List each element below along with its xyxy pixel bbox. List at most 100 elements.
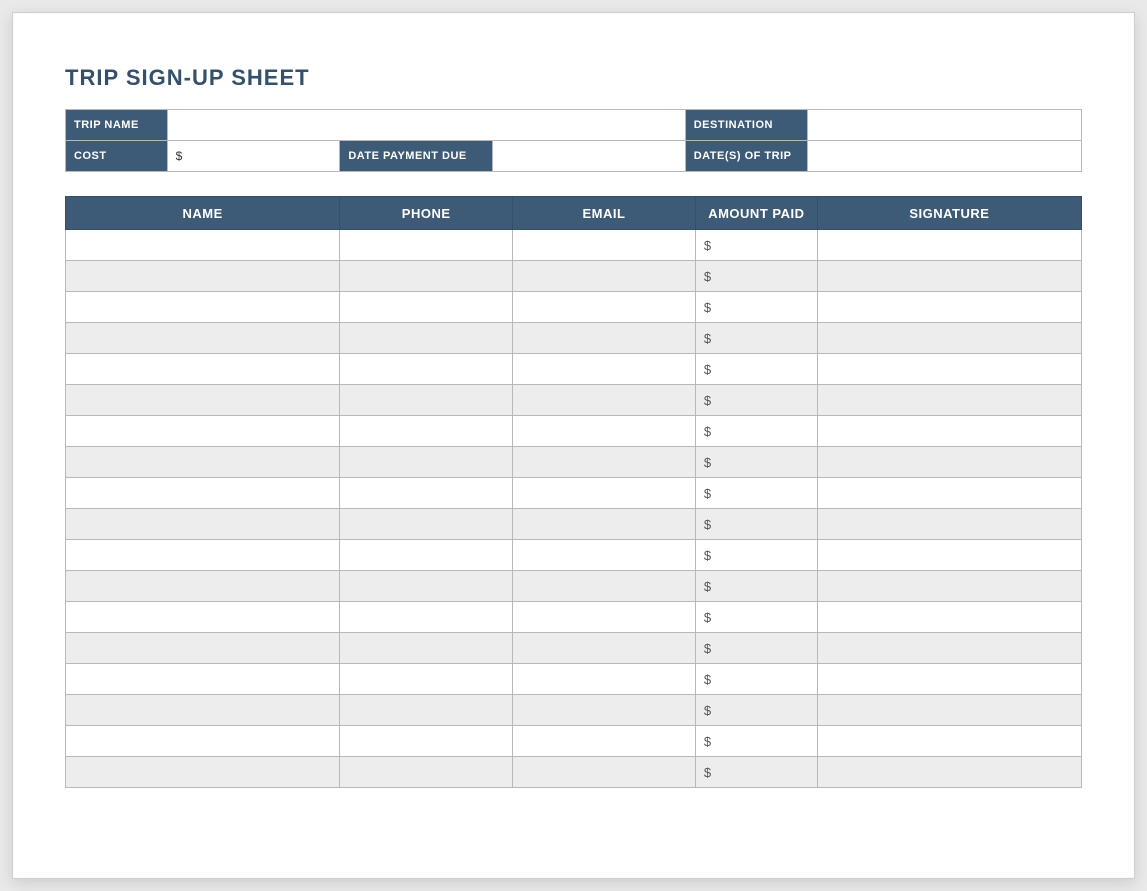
cell-amount[interactable]: $ <box>695 509 817 540</box>
cell-amount[interactable]: $ <box>695 478 817 509</box>
cell-phone[interactable] <box>340 230 513 261</box>
cell-name[interactable] <box>66 757 340 788</box>
cell-phone[interactable] <box>340 571 513 602</box>
cell-phone[interactable] <box>340 478 513 509</box>
cell-signature[interactable] <box>817 354 1081 385</box>
cell-amount[interactable]: $ <box>695 540 817 571</box>
cell-signature[interactable] <box>817 540 1081 571</box>
cell-email[interactable] <box>513 478 696 509</box>
cell-phone[interactable] <box>340 292 513 323</box>
cell-name[interactable] <box>66 571 340 602</box>
cell-signature[interactable] <box>817 416 1081 447</box>
cell-signature[interactable] <box>817 633 1081 664</box>
cell-amount[interactable]: $ <box>695 230 817 261</box>
cell-amount[interactable]: $ <box>695 664 817 695</box>
cell-amount[interactable]: $ <box>695 447 817 478</box>
cell-email[interactable] <box>513 664 696 695</box>
cell-signature[interactable] <box>817 509 1081 540</box>
cell-amount[interactable]: $ <box>695 571 817 602</box>
cell-signature[interactable] <box>817 695 1081 726</box>
cell-phone[interactable] <box>340 602 513 633</box>
cell-email[interactable] <box>513 540 696 571</box>
cell-phone[interactable] <box>340 323 513 354</box>
cell-email[interactable] <box>513 323 696 354</box>
cell-amount[interactable]: $ <box>695 354 817 385</box>
cell-phone[interactable] <box>340 385 513 416</box>
cell-signature[interactable] <box>817 292 1081 323</box>
cell-email[interactable] <box>513 571 696 602</box>
signup-table: NAMEPHONEEMAILAMOUNT PAIDSIGNATURE $$$$$… <box>65 196 1082 788</box>
cell-phone[interactable] <box>340 509 513 540</box>
date-payment-due-value[interactable] <box>492 141 685 172</box>
cell-signature[interactable] <box>817 385 1081 416</box>
cell-amount[interactable]: $ <box>695 633 817 664</box>
cell-phone[interactable] <box>340 416 513 447</box>
cell-name[interactable] <box>66 261 340 292</box>
cell-amount[interactable]: $ <box>695 323 817 354</box>
cell-phone[interactable] <box>340 695 513 726</box>
cell-name[interactable] <box>66 416 340 447</box>
cell-phone[interactable] <box>340 540 513 571</box>
cell-phone[interactable] <box>340 726 513 757</box>
cell-phone[interactable] <box>340 664 513 695</box>
cell-phone[interactable] <box>340 354 513 385</box>
cost-value[interactable]: $ <box>167 141 340 172</box>
cell-signature[interactable] <box>817 478 1081 509</box>
cell-amount[interactable]: $ <box>695 385 817 416</box>
cell-signature[interactable] <box>817 230 1081 261</box>
cell-phone[interactable] <box>340 757 513 788</box>
cell-phone[interactable] <box>340 633 513 664</box>
dates-of-trip-value[interactable] <box>807 141 1081 172</box>
cell-signature[interactable] <box>817 664 1081 695</box>
cell-amount[interactable]: $ <box>695 757 817 788</box>
cell-amount[interactable]: $ <box>695 292 817 323</box>
cell-name[interactable] <box>66 478 340 509</box>
cell-email[interactable] <box>513 230 696 261</box>
cell-email[interactable] <box>513 602 696 633</box>
table-row: $ <box>66 447 1082 478</box>
cell-amount[interactable]: $ <box>695 726 817 757</box>
cell-email[interactable] <box>513 416 696 447</box>
cell-email[interactable] <box>513 509 696 540</box>
cell-signature[interactable] <box>817 602 1081 633</box>
cell-name[interactable] <box>66 292 340 323</box>
cell-name[interactable] <box>66 447 340 478</box>
cell-email[interactable] <box>513 757 696 788</box>
cell-email[interactable] <box>513 261 696 292</box>
cell-email[interactable] <box>513 385 696 416</box>
cell-name[interactable] <box>66 540 340 571</box>
cell-amount[interactable]: $ <box>695 261 817 292</box>
cell-signature[interactable] <box>817 726 1081 757</box>
cell-phone[interactable] <box>340 447 513 478</box>
cell-name[interactable] <box>66 602 340 633</box>
cell-email[interactable] <box>513 695 696 726</box>
destination-value[interactable] <box>807 110 1081 141</box>
cell-signature[interactable] <box>817 323 1081 354</box>
table-row: $ <box>66 509 1082 540</box>
cell-email[interactable] <box>513 633 696 664</box>
cell-name[interactable] <box>66 509 340 540</box>
cell-email[interactable] <box>513 354 696 385</box>
cell-amount[interactable]: $ <box>695 602 817 633</box>
cell-signature[interactable] <box>817 571 1081 602</box>
trip-name-value[interactable] <box>167 110 685 141</box>
cell-name[interactable] <box>66 695 340 726</box>
cell-name[interactable] <box>66 726 340 757</box>
cell-email[interactable] <box>513 447 696 478</box>
cell-name[interactable] <box>66 354 340 385</box>
cell-name[interactable] <box>66 385 340 416</box>
info-row-2: COST $ DATE PAYMENT DUE DATE(S) OF TRIP <box>66 141 1082 172</box>
cell-amount[interactable]: $ <box>695 416 817 447</box>
cell-name[interactable] <box>66 633 340 664</box>
cell-signature[interactable] <box>817 447 1081 478</box>
cell-name[interactable] <box>66 323 340 354</box>
table-row: $ <box>66 664 1082 695</box>
cell-email[interactable] <box>513 292 696 323</box>
cell-signature[interactable] <box>817 261 1081 292</box>
cell-email[interactable] <box>513 726 696 757</box>
cell-signature[interactable] <box>817 757 1081 788</box>
cell-name[interactable] <box>66 230 340 261</box>
cell-name[interactable] <box>66 664 340 695</box>
cell-phone[interactable] <box>340 261 513 292</box>
cell-amount[interactable]: $ <box>695 695 817 726</box>
